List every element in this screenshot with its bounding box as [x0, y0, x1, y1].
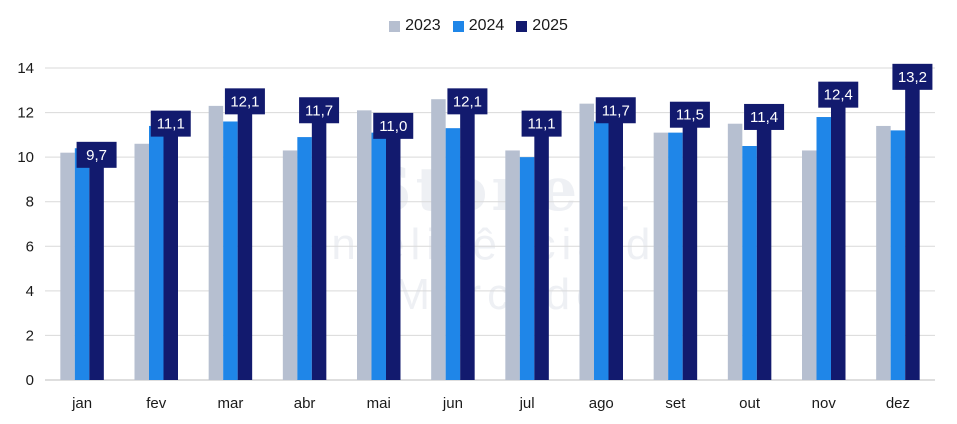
y-tick-label: 6 — [26, 238, 34, 255]
x-tick-label: abr — [294, 395, 316, 412]
data-label: 11,7 — [602, 102, 630, 119]
data-label: 11,0 — [379, 118, 407, 135]
data-label: 12,1 — [230, 93, 259, 110]
bar-2025-fev — [163, 132, 178, 380]
bar-2025-abr — [311, 119, 327, 380]
bar-2024-dez — [890, 130, 906, 380]
data-label-box — [521, 110, 562, 137]
x-tick-label: out — [739, 395, 761, 412]
legend-label-2024: 2024 — [468, 17, 505, 34]
x-tick-label: jul — [519, 395, 535, 412]
data-label: 11,4 — [750, 109, 778, 126]
x-tick-label: dez — [886, 395, 910, 412]
data-label: 11,5 — [676, 107, 704, 124]
legend-item-2023: 2023 — [389, 17, 441, 35]
bar-2025-jul — [534, 132, 549, 380]
data-label-box — [669, 101, 710, 128]
bar-2023-jun — [431, 99, 446, 380]
chart-legend: 2023 2024 2025 — [0, 17, 957, 35]
bar-2023-jan — [60, 152, 75, 380]
legend-swatch-2025 — [516, 20, 528, 32]
bar-2025-mar — [237, 110, 253, 380]
y-tick-label: 10 — [17, 149, 34, 166]
bar-2023-mar — [208, 105, 224, 380]
bar-2024-fev — [149, 125, 164, 380]
bar-2024-nov — [816, 117, 831, 381]
bar-2023-fev — [134, 143, 149, 380]
x-tick-label: mai — [367, 395, 391, 412]
x-tick-label: ago — [589, 395, 614, 412]
data-label: 9,7 — [86, 147, 107, 164]
bar-2024-jan — [74, 148, 90, 380]
bar-2025-set — [682, 123, 698, 380]
bar-2024-mai — [371, 132, 386, 380]
bar-2024-ago — [594, 121, 609, 380]
bar-2025-jan — [89, 163, 104, 380]
data-label-box — [299, 97, 340, 124]
y-tick-label: 12 — [17, 105, 34, 122]
bar-2025-out — [756, 125, 772, 380]
legend-label-2025: 2025 — [532, 17, 568, 34]
bar-2025-dez — [905, 85, 920, 380]
data-label-box — [150, 110, 191, 137]
bar-2024-jul — [519, 157, 535, 380]
bar-2023-dez — [876, 125, 891, 380]
bar-2024-abr — [297, 137, 312, 380]
bar-2025-ago — [608, 119, 623, 380]
y-tick-label: 2 — [26, 327, 34, 344]
data-label-box — [224, 88, 265, 115]
data-label: 11,7 — [305, 102, 333, 119]
bar-2023-out — [727, 123, 743, 380]
data-label-box — [744, 103, 785, 130]
legend-item-2025: 2025 — [516, 17, 568, 35]
x-tick-label: nov — [812, 395, 837, 412]
data-label-box — [818, 81, 859, 108]
y-tick-label: 0 — [26, 372, 34, 389]
bar-2025-mai — [386, 134, 401, 380]
data-label-box — [76, 141, 117, 168]
bar-2025-jun — [460, 110, 475, 380]
bar-2023-jul — [505, 150, 520, 380]
bar-2023-mai — [357, 110, 372, 380]
data-label: 11,1 — [528, 116, 556, 133]
bar-2025-nov — [831, 103, 846, 381]
x-tick-label: mar — [217, 395, 243, 412]
bar-2023-nov — [802, 150, 817, 380]
data-label-box — [447, 88, 488, 115]
legend-swatch-2024 — [452, 20, 464, 32]
y-tick-label: 14 — [17, 60, 34, 77]
x-tick-label: fev — [146, 395, 167, 412]
data-label: 11,1 — [157, 116, 185, 133]
data-label: 12,1 — [453, 93, 482, 110]
x-tick-label: set — [665, 395, 686, 412]
bar-2024-out — [742, 146, 757, 380]
data-label: 13,2 — [898, 69, 927, 86]
bar-2024-set — [668, 132, 683, 380]
data-label-box — [373, 112, 414, 139]
legend-swatch-2023 — [389, 20, 401, 32]
x-tick-label: jun — [442, 395, 463, 412]
bar-2023-abr — [282, 150, 298, 380]
data-label-box — [595, 97, 636, 124]
x-tick-label: jan — [71, 395, 92, 412]
y-tick-label: 4 — [26, 283, 34, 300]
data-label: 12,4 — [824, 87, 853, 104]
bar-2024-mar — [223, 121, 238, 380]
bar-2023-set — [653, 132, 669, 380]
legend-item-2024: 2024 — [452, 17, 505, 35]
data-label-box — [892, 63, 933, 90]
bar-2023-ago — [579, 103, 594, 381]
y-tick-label: 8 — [26, 194, 34, 211]
bar-2024-jun — [445, 128, 461, 380]
legend-label-2023: 2023 — [405, 17, 441, 34]
